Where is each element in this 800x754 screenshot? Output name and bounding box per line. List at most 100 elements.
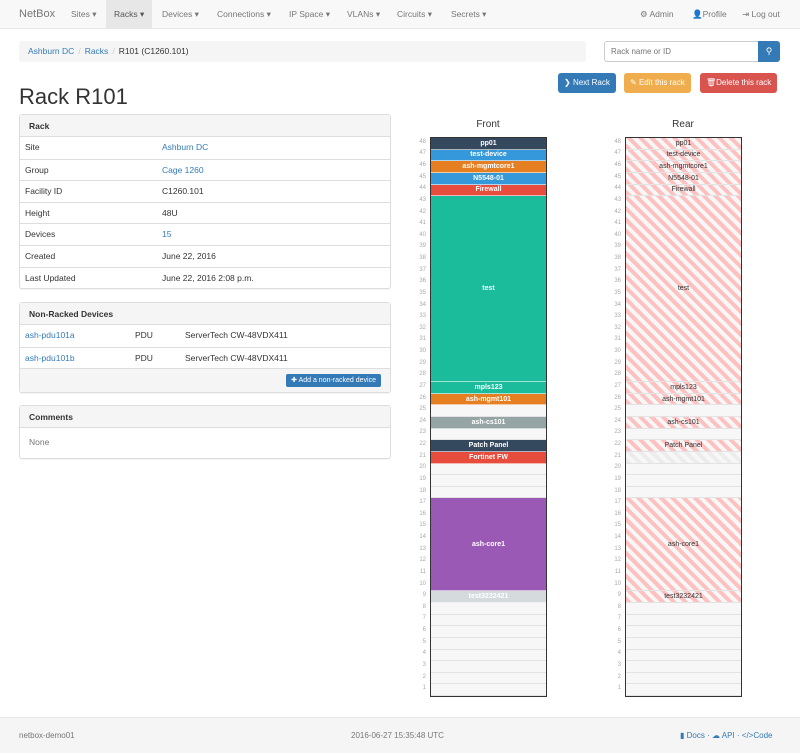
rack-device-front[interactable]: ash-core1 <box>431 498 546 592</box>
rack-unit-empty[interactable] <box>626 487 741 499</box>
rack-unit-empty[interactable] <box>431 615 546 627</box>
admin-link[interactable]: ⚙ Admin <box>640 9 674 19</box>
rack-unit-empty[interactable] <box>626 429 741 441</box>
rack-device-front[interactable]: ash-cs101 <box>431 417 546 429</box>
device-name: test <box>677 285 690 293</box>
nav-item[interactable]: Racks ▾ <box>106 0 153 29</box>
rack-device-front[interactable]: Firewall <box>431 184 546 197</box>
nav-item[interactable]: Devices ▾ <box>162 9 199 19</box>
rack-unit-empty[interactable] <box>626 673 741 685</box>
attr-value[interactable]: 15 <box>162 229 172 240</box>
rack-unit-empty[interactable] <box>431 684 546 696</box>
rack-device-front[interactable]: ash-mgmtcore1 <box>431 161 546 173</box>
rack-unit-empty[interactable] <box>626 603 741 615</box>
rack-device-front[interactable]: ash-mgmt101 <box>431 393 546 406</box>
rack-device-front[interactable]: pp01 <box>431 138 546 150</box>
user-icon: 👤 <box>692 9 703 19</box>
unit-number: 29 <box>614 359 621 366</box>
unit-number: 43 <box>614 196 621 203</box>
attr-value[interactable]: Cage 1260 <box>162 164 204 175</box>
rack-device-rear[interactable]: ash-mgmtcore1 <box>626 161 741 173</box>
rack-device-front[interactable]: N5548-01 <box>431 172 546 185</box>
unit-number: 1 <box>617 685 621 692</box>
rack-device-front[interactable]: Fortinet FW <box>431 451 546 464</box>
nav-item[interactable]: Sites ▾ <box>71 9 97 19</box>
unit-number: 29 <box>419 359 426 366</box>
rack-device-rear[interactable]: test <box>626 196 741 383</box>
code-link[interactable]: </>Code <box>741 731 773 740</box>
rack-device-rear[interactable]: test-device <box>626 149 741 162</box>
device-link[interactable]: ash-pdu101b <box>25 352 75 363</box>
rack-unit-empty[interactable] <box>431 429 546 441</box>
nav-item[interactable]: VLANs ▾ <box>347 9 381 19</box>
unit-number: 46 <box>614 162 621 169</box>
nav-item[interactable]: IP Space ▾ <box>289 9 330 19</box>
rack-unit-empty[interactable] <box>431 626 546 638</box>
code-icon: </> <box>741 731 754 740</box>
next-rack-button[interactable]: ❯ Next Rack <box>558 73 616 93</box>
device-name: ash-mgmtcore1 <box>462 163 515 171</box>
rack-unit-empty[interactable] <box>431 603 546 615</box>
rack-unit-empty[interactable] <box>626 464 741 476</box>
unit-number: 22 <box>614 441 621 448</box>
brand-logo[interactable]: NetBox <box>19 8 56 20</box>
unit-number: 13 <box>614 545 621 552</box>
device-name: ash-mgmt101 <box>662 395 705 403</box>
rack-unit-empty[interactable] <box>431 487 546 499</box>
rack-unit-empty[interactable] <box>626 405 741 417</box>
rack-attr-row: Devices 15 <box>20 223 390 245</box>
rack-device-rear[interactable]: N5548-01 <box>626 172 741 185</box>
breadcrumb-racks[interactable]: Racks <box>84 46 109 56</box>
nav-item[interactable]: Connections ▾ <box>217 9 271 19</box>
rack-search-input[interactable] <box>604 41 759 62</box>
edit-rack-button[interactable]: ✎ Edit this rack <box>624 73 691 93</box>
rack-unit-empty[interactable] <box>431 464 546 476</box>
logout-link[interactable]: ⇥ Log out <box>742 9 780 19</box>
rack-unit-empty[interactable] <box>626 626 741 638</box>
delete-rack-button[interactable]: 🗑Delete this rack <box>700 73 778 93</box>
rack-unit-empty[interactable] <box>431 661 546 673</box>
unit-number: 33 <box>614 313 621 320</box>
rack-device-rear[interactable]: ash-cs101 <box>626 417 741 429</box>
rack-device-rear[interactable]: pp01 <box>626 138 741 150</box>
rack-device-front[interactable]: mpls123 <box>431 382 546 394</box>
breadcrumb-site[interactable]: Ashburn DC <box>28 46 75 56</box>
rack-unit-empty[interactable] <box>431 673 546 685</box>
rack-unit-empty[interactable] <box>431 475 546 487</box>
rack-device-rear[interactable]: Patch Panel <box>626 440 741 452</box>
rack-unit-empty[interactable] <box>431 405 546 417</box>
attr-value[interactable]: Ashburn DC <box>162 142 209 152</box>
rack-unit-empty[interactable] <box>431 638 546 650</box>
device-name: pp01 <box>675 139 692 147</box>
unit-number: 15 <box>419 522 426 529</box>
rack-device-front[interactable]: test <box>431 196 546 383</box>
unit-number: 34 <box>419 301 426 308</box>
device-link[interactable]: ash-pdu101a <box>25 330 75 340</box>
rack-unit-empty[interactable] <box>626 615 741 627</box>
rack-unit-empty[interactable] <box>626 475 741 487</box>
search-button[interactable]: ⚲ <box>758 41 780 62</box>
unit-number: 7 <box>617 615 621 622</box>
rack-unit-empty[interactable] <box>431 650 546 662</box>
rack-unit-empty[interactable] <box>626 684 741 696</box>
rack-unit-empty[interactable] <box>626 650 741 662</box>
rack-device-front[interactable]: Patch Panel <box>431 440 546 452</box>
api-link[interactable]: ☁ API <box>711 731 735 740</box>
rack-device-rear[interactable]: ash-mgmt101 <box>626 393 741 406</box>
device-role: PDU <box>135 352 153 363</box>
add-non-racked-device-button[interactable]: ✚ Add a non-racked device <box>286 374 381 388</box>
rack-device-rear[interactable] <box>626 451 741 464</box>
nav-item[interactable]: Secrets ▾ <box>451 9 487 19</box>
rack-unit-empty[interactable] <box>626 661 741 673</box>
nav-item[interactable]: Circuits ▾ <box>397 9 432 19</box>
rack-device-rear[interactable]: mpls123 <box>626 382 741 394</box>
rack-device-rear[interactable]: test3232421 <box>626 591 741 603</box>
rack-device-rear[interactable]: Firewall <box>626 184 741 197</box>
attr-label: Group <box>25 164 49 175</box>
profile-link[interactable]: 👤Profile <box>692 9 727 19</box>
rack-device-front[interactable]: test3232421 <box>431 591 546 603</box>
docs-link[interactable]: ▮ Docs <box>680 731 705 740</box>
rack-unit-empty[interactable] <box>626 638 741 650</box>
rack-device-rear[interactable]: ash-core1 <box>626 498 741 592</box>
rack-device-front[interactable]: test-device <box>431 149 546 162</box>
